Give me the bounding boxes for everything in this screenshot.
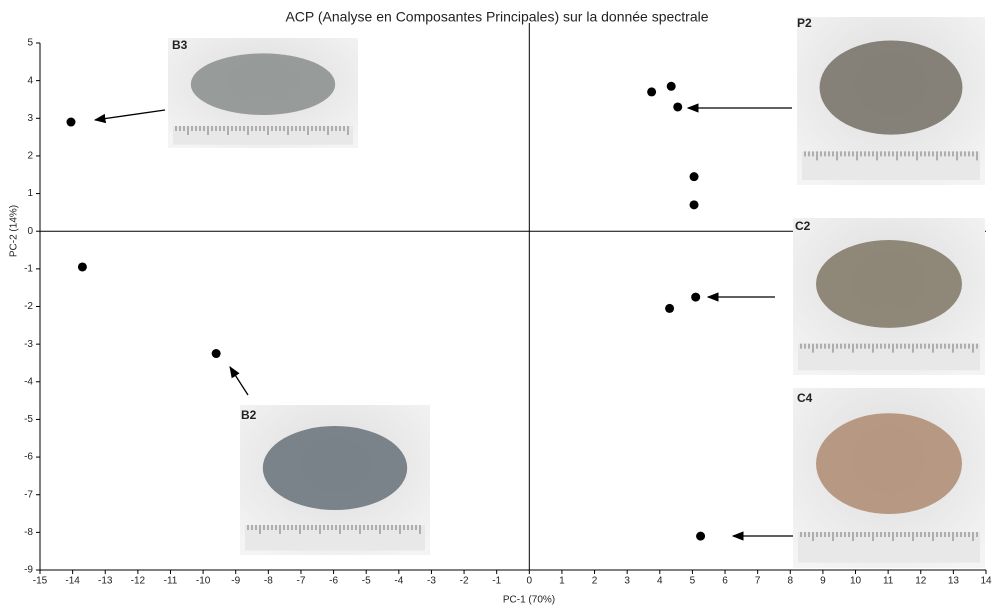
x-tick-label: -14 [65,576,80,587]
rock [816,413,962,514]
y-tick-label: -3 [24,339,33,350]
rock [816,239,962,328]
ruler [802,151,980,180]
ruler [245,525,425,551]
photo-label: B3 [172,38,188,52]
x-tick-label: -15 [33,576,48,587]
point [211,349,221,359]
point [665,303,675,313]
x-tick-label: 13 [948,576,960,587]
point [696,531,706,541]
photo-label: C2 [795,219,811,233]
photo-label: P2 [797,16,812,30]
photo-label: C4 [797,391,813,405]
photo: B3 [168,38,358,148]
x-tick-label: -13 [98,576,113,587]
point [691,292,701,302]
x-tick-label: -2 [460,576,469,587]
x-tick-label: -6 [329,576,338,587]
x-tick-label: 10 [850,576,862,587]
rock [190,53,336,115]
x-tick-label: 6 [722,576,728,587]
x-tick-label: 2 [592,576,598,587]
ruler [798,532,980,563]
point [673,102,683,112]
y-tick-label: -4 [24,376,33,387]
x-tick-label: 7 [755,576,761,587]
point [66,117,76,127]
rock [262,426,408,510]
x-tick-label: -1 [492,576,501,587]
y-tick-label: 0 [27,226,33,237]
x-tick-label: 1 [559,576,565,587]
x-tick-label: -12 [131,576,146,587]
x-tick-label: 3 [624,576,630,587]
x-tick-label: 9 [820,576,826,587]
photo: P2 [797,16,985,185]
photo: C4 [793,388,985,568]
x-tick-label: -10 [196,576,211,587]
x-tick-label: -9 [231,576,240,587]
y-tick-label: 3 [27,113,33,124]
x-tick-label: 12 [915,576,927,587]
y-tick-label: -7 [24,489,33,500]
point [689,172,699,182]
y-tick-label: 5 [27,38,33,49]
y-tick-label: -9 [24,565,33,576]
x-tick-label: -8 [264,576,273,587]
point [647,87,657,97]
y-tick-label: -5 [24,414,33,425]
photo-label: B2 [241,408,257,422]
arrow [93,109,166,124]
y-tick-label: 2 [27,151,33,162]
x-tick-label: 5 [690,576,696,587]
y-tick-label: -6 [24,452,33,463]
point [77,262,87,272]
photo: B2 [240,405,430,555]
y-tick-label: 1 [27,188,33,199]
x-tick-label: 11 [883,576,894,587]
x-tick-label: -3 [427,576,436,587]
y-tick-label: -1 [24,263,33,274]
y-tick-label: -2 [24,301,33,312]
point [666,81,676,91]
x-axis-label: PC-1 (70%) [503,595,555,606]
x-tick-label: 0 [527,576,533,587]
x-tick-label: 4 [657,576,663,587]
x-tick-label: 14 [980,576,992,587]
y-tick-label: -8 [24,527,33,538]
chart-title: ACP (Analyse en Composantes Principales)… [285,9,708,25]
x-tick-label: -5 [362,576,371,587]
x-tick-label: 8 [787,576,793,587]
x-tick-label: -4 [394,576,403,587]
point [689,200,699,210]
y-tick-label: 4 [27,75,33,86]
rock [819,40,963,135]
x-tick-label: -7 [297,576,306,587]
x-tick-label: -11 [164,576,178,587]
arrow [229,366,249,396]
photo: C2 [793,218,985,375]
y-axis-label: PC-2 (14%) [9,205,20,257]
